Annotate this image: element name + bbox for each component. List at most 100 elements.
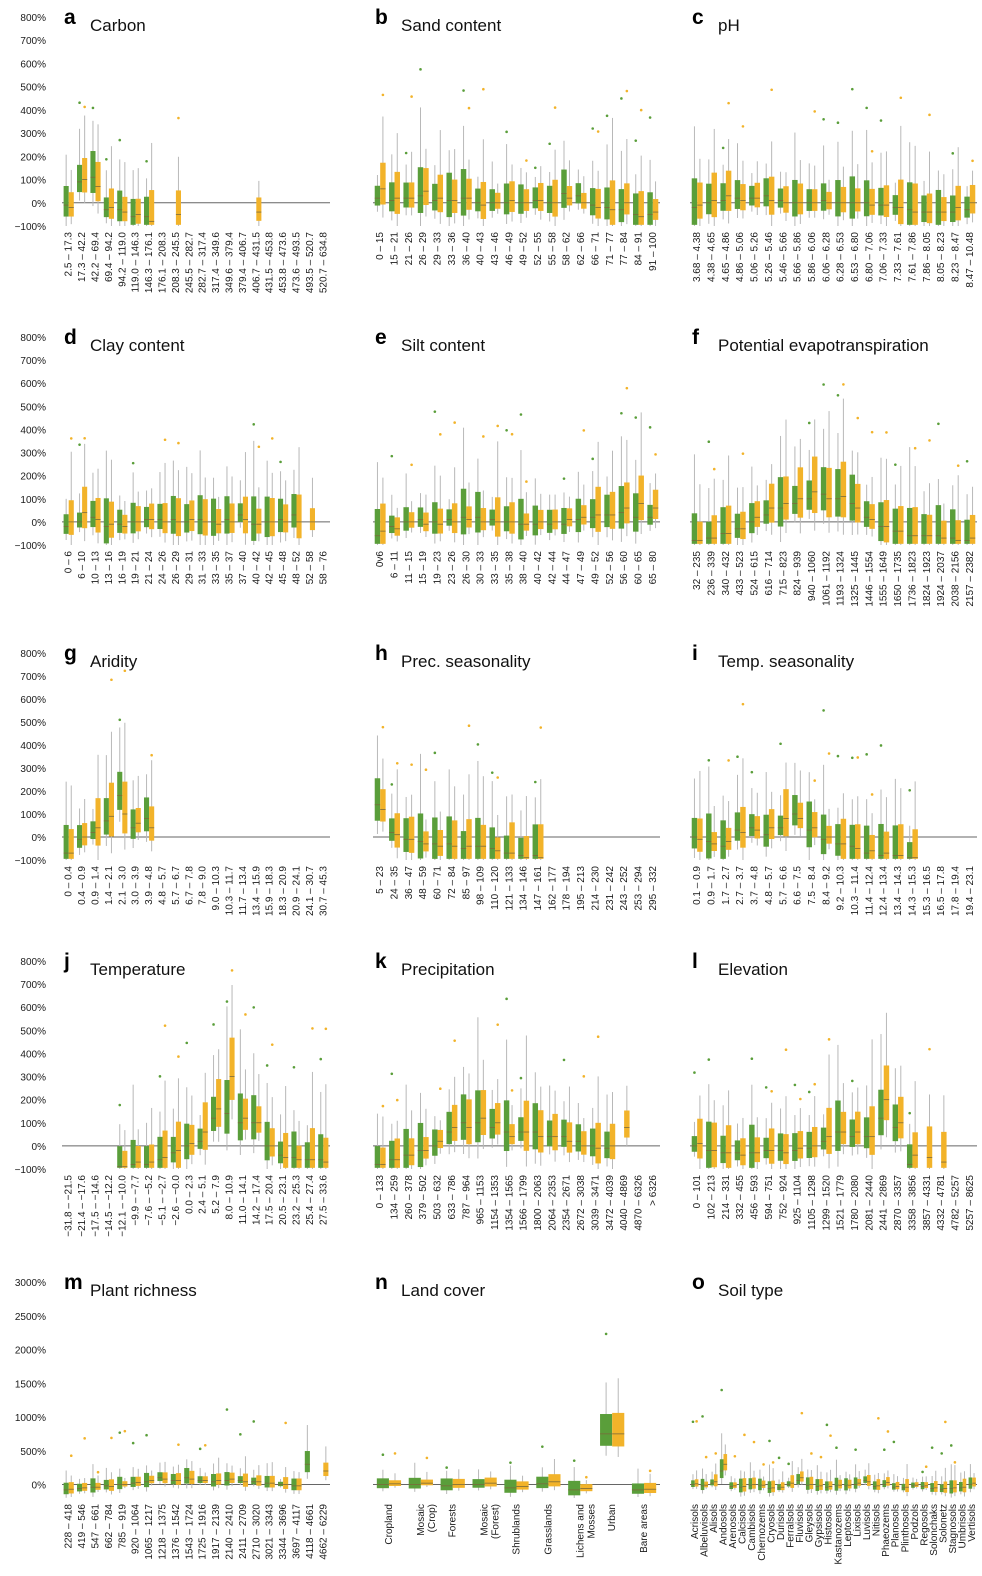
outlier-point [230, 969, 234, 972]
outlier-point [707, 440, 711, 444]
box-green [820, 183, 827, 211]
box-green [589, 1128, 596, 1157]
box-green [835, 180, 841, 217]
panel-m: m Plant richness 0% 500% 1000% 1500% 2000% 2500… [15, 1271, 330, 1560]
outlier-point [779, 742, 782, 746]
box-green [806, 1131, 812, 1159]
x-tick-label: 2157 – 2382 [965, 551, 976, 607]
outlier-point [292, 1065, 296, 1069]
box-green [184, 1468, 190, 1484]
outlier-point [311, 1027, 314, 1030]
box-green [403, 818, 409, 852]
outlier-point [496, 1023, 500, 1026]
x-tick-label: 48 – 59 [418, 866, 429, 900]
x-tick-label: 24 – 26 [158, 551, 169, 585]
x-tick-label: 26 – 30 [461, 551, 472, 585]
box-orange [149, 1475, 155, 1484]
box-orange [826, 191, 832, 210]
x-tick-label: 752 – 924 [778, 1175, 789, 1220]
x-tick-label: 47 – 49 [576, 551, 587, 585]
box-orange [725, 505, 732, 544]
outlier-point [807, 421, 811, 425]
box-green [518, 1117, 524, 1141]
x-tick-label: Podzols [910, 1504, 921, 1540]
x-tick-label: 1.4 – 2.1 [104, 866, 115, 905]
x-tick-label: 46 – 49 [504, 232, 515, 266]
outlier-point [395, 1098, 399, 1102]
box-green [575, 1124, 582, 1152]
box-green [475, 817, 481, 859]
x-tick-label: Gypsisols [814, 1504, 825, 1547]
box-green [117, 1476, 123, 1490]
box-orange [269, 1475, 275, 1488]
box-orange [811, 1126, 818, 1158]
outlier-point [525, 480, 528, 483]
box-orange [229, 1472, 235, 1483]
x-tick-label: 503 – 632 [433, 1175, 444, 1220]
x-tick-label: 965 – 1153 [476, 1175, 487, 1225]
outlier-point [741, 452, 745, 455]
x-tick-label: 0.9 – 1.4 [91, 866, 102, 905]
box-green [460, 1094, 467, 1140]
box-orange [135, 1145, 141, 1168]
box-green [90, 151, 96, 193]
box-orange [697, 818, 703, 852]
outlier-point [836, 393, 840, 397]
y-tick-label: 0% [32, 1142, 47, 1153]
x-tick-label: 431.5 – 453.8 [265, 232, 276, 294]
box-green [170, 495, 176, 534]
outlier-point [634, 416, 638, 419]
box-orange [855, 188, 861, 212]
outlier-point [770, 1089, 773, 1093]
panel-title-f: Potential evapotranspiration [718, 336, 929, 355]
panel-j: j Temperature −100% 0% 100% 200% 300% 400% 500% 6… [15, 950, 330, 1237]
box-orange [283, 504, 289, 533]
box-orange [595, 188, 601, 219]
x-tick-label: 23.2 – 25.3 [292, 1175, 303, 1225]
x-tick-label: 2064 – 2353 [547, 1175, 558, 1231]
box-green [734, 1140, 741, 1161]
box-orange [95, 798, 101, 846]
box-green [518, 498, 524, 540]
x-tick-label: 1065 – 1217 [144, 1504, 155, 1560]
x-tick-label: 5.7 – 6.7 [171, 866, 182, 905]
box-orange [175, 1473, 181, 1485]
outlier-point [145, 1433, 148, 1437]
x-tick-label: 17.8 – 19.4 [950, 866, 961, 916]
x-tick-label: 52 – 58 [305, 551, 316, 585]
box-orange [451, 179, 458, 213]
box-orange [624, 1110, 630, 1138]
box-orange [797, 1131, 804, 1159]
y-tick-label: −100% [15, 222, 47, 233]
outlier-point [953, 1461, 957, 1464]
box-green [117, 190, 123, 222]
box-green [403, 182, 409, 208]
box-green [600, 1414, 613, 1446]
box-green [853, 1477, 858, 1489]
box-orange [296, 1478, 302, 1491]
outlier-point [145, 159, 148, 163]
x-tick-label: 231 – 242 [605, 866, 616, 911]
x-tick-label: 493.5 – 520.7 [305, 232, 316, 294]
outlier-point [390, 454, 394, 458]
outlier-point [752, 1440, 756, 1444]
box-green [763, 178, 769, 207]
outlier-point [604, 1332, 608, 1336]
box-orange [883, 185, 890, 217]
outlier-point [433, 410, 437, 413]
box-green [291, 494, 297, 528]
outlier-point [965, 459, 969, 463]
box-green [197, 495, 203, 535]
x-tick-label: 29 – 33 [433, 232, 444, 266]
outlier-point [381, 1453, 385, 1457]
panel-f: f Potential evapotranspiration 32 – 235 236… [690, 326, 977, 607]
x-tick-label: 19.4 – 23.1 [965, 866, 976, 916]
outlier-point [395, 762, 399, 765]
box-green [518, 184, 524, 214]
y-tick-label: −100% [15, 1165, 47, 1176]
box-green [720, 1135, 726, 1164]
box-orange [905, 1479, 909, 1493]
box-green [835, 824, 841, 856]
box-green [777, 188, 784, 208]
outlier-point [825, 1423, 829, 1427]
